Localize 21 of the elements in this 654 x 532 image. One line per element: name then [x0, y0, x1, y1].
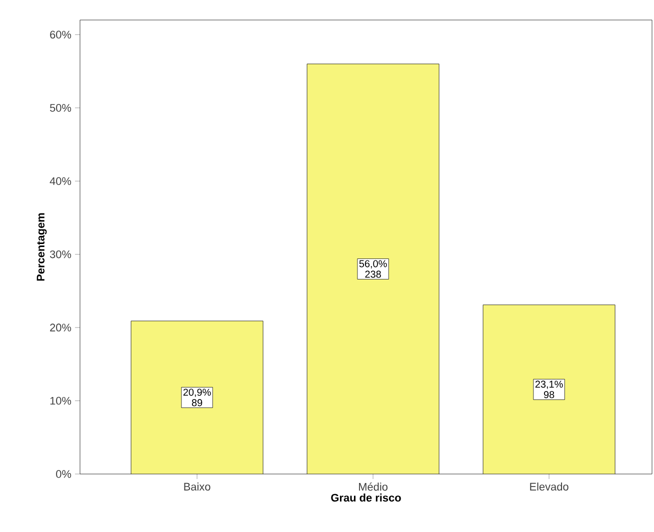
x-axis-title: Grau de risco — [331, 494, 401, 502]
y-tick-label: 0% — [56, 470, 72, 478]
annotation: 238 — [365, 270, 381, 278]
x-tick-label: Médio — [359, 482, 388, 491]
y-tick-label: 30% — [50, 250, 72, 258]
x-tick-label: Elevado — [530, 482, 568, 491]
data-label: 20,9% — [183, 388, 211, 397]
data-label: 23,1% — [535, 380, 563, 389]
annotation: 98 — [544, 391, 554, 398]
annotation: 89 — [192, 399, 202, 406]
data-label: 56,0% — [359, 260, 387, 268]
x-tick-label: Baixo — [184, 482, 210, 491]
bar — [482, 304, 616, 474]
y-tick-label: 60% — [50, 30, 72, 39]
y-tick-label: 20% — [50, 324, 72, 332]
y-axis-title: Percentagem — [36, 213, 47, 281]
bar — [131, 320, 264, 474]
y-tick-label: 40% — [50, 177, 72, 185]
y-tick-label: 10% — [50, 396, 72, 405]
bar — [306, 64, 440, 474]
y-tick-label: 50% — [50, 104, 72, 112]
